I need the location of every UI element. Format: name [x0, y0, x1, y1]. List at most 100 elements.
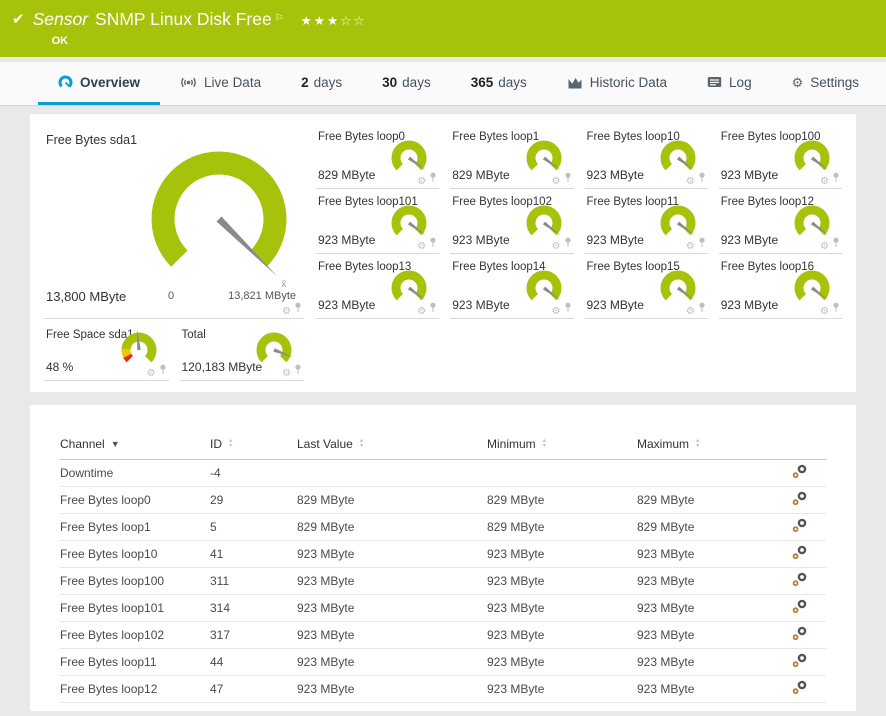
pin-icon[interactable] [159, 363, 167, 379]
tab-365-days[interactable]: 365 days [451, 62, 547, 105]
pin-icon[interactable] [698, 301, 706, 317]
tab-label: days [314, 75, 343, 90]
pin-icon[interactable] [429, 171, 437, 187]
gauge-tile: Free Bytes loop11 923 MByte ⚙ [585, 192, 708, 254]
priority-flag-icon[interactable]: ⚐ [275, 13, 284, 24]
channel-settings-icon[interactable] [792, 653, 808, 671]
pin-icon[interactable] [832, 236, 840, 252]
log-icon [707, 76, 722, 88]
gear-icon[interactable]: ⚙ [686, 242, 695, 252]
gauge-title: Free Bytes sda1 [46, 133, 137, 147]
cell-last-value: 923 MByte [297, 621, 487, 648]
pin-icon[interactable] [429, 301, 437, 317]
object-kind-label: Sensor [33, 9, 88, 29]
gauge-value: 923 MByte [587, 298, 644, 312]
gauge-title: Total [182, 329, 206, 341]
pin-icon[interactable] [832, 171, 840, 187]
gear-icon[interactable]: ⚙ [686, 177, 695, 187]
table-row: Free Bytes loop100 311 923 MByte 923 MBy… [60, 567, 826, 594]
gear-icon[interactable]: ⚙ [820, 307, 829, 317]
table-row: Free Bytes loop1 5 829 MByte 829 MByte 8… [60, 513, 826, 540]
column-header-maximum[interactable]: Maximum▲▼ [637, 429, 780, 459]
cell-last-value: 829 MByte [297, 486, 487, 513]
cell-last-value: 923 MByte [297, 540, 487, 567]
table-row: Free Bytes loop102 317 923 MByte 923 MBy… [60, 621, 826, 648]
tab-label: days [402, 75, 431, 90]
cell-minimum: 829 MByte [487, 486, 637, 513]
tab-overview[interactable]: Overview [38, 62, 160, 105]
gear-icon[interactable]: ⚙ [686, 307, 695, 317]
tab-live-data[interactable]: Live Data [160, 62, 281, 105]
tab-label: Historic Data [590, 75, 667, 90]
gauge-tile: Free Bytes loop0 829 MByte ⚙ [316, 127, 439, 189]
gear-icon[interactable]: ⚙ [552, 177, 561, 187]
sort-icons: ▲▼ [695, 439, 700, 449]
tab-label: days [498, 75, 527, 90]
pin-icon[interactable] [564, 236, 572, 252]
channel-settings-icon[interactable] [792, 545, 808, 563]
priority-stars[interactable]: ★★★☆☆ [301, 14, 367, 28]
gear-icon[interactable]: ⚙ [820, 242, 829, 252]
tab-label: Settings [810, 75, 859, 90]
stars-empty: ☆☆ [340, 14, 366, 28]
pin-icon[interactable] [564, 301, 572, 317]
cell-channel: Free Bytes loop100 [60, 567, 210, 594]
channel-settings-icon[interactable] [792, 491, 808, 509]
pin-icon[interactable] [294, 301, 302, 317]
gear-icon[interactable]: ⚙ [417, 242, 426, 252]
gear-icon[interactable]: ⚙ [820, 177, 829, 187]
channel-settings-icon[interactable] [792, 572, 808, 590]
pin-icon[interactable] [698, 171, 706, 187]
gear-icon[interactable]: ⚙ [282, 307, 291, 317]
channel-settings-icon[interactable] [792, 680, 808, 698]
cell-id: 44 [210, 648, 297, 675]
column-label: Minimum [487, 437, 536, 451]
cell-minimum: 829 MByte [487, 513, 637, 540]
column-header-tools [780, 429, 826, 459]
cell-id: 29 [210, 486, 297, 513]
column-header-last-value[interactable]: Last Value▲▼ [297, 429, 487, 459]
tab-historic-data[interactable]: Historic Data [547, 62, 687, 105]
tab-2-days[interactable]: 2 days [281, 62, 362, 105]
channel-settings-icon[interactable] [792, 626, 808, 644]
column-label: Last Value [297, 437, 353, 451]
channel-settings-icon[interactable] [792, 599, 808, 617]
cell-last-value: 923 MByte [297, 594, 487, 621]
pin-icon[interactable] [294, 363, 302, 379]
column-header-minimum[interactable]: Minimum▲▼ [487, 429, 637, 459]
cell-maximum: 923 MByte [637, 540, 780, 567]
column-header-channel[interactable]: Channel▼ [60, 429, 210, 459]
tab-log[interactable]: Log [687, 62, 772, 105]
gauge-tile: Free Bytes loop12 923 MByte ⚙ [719, 192, 842, 254]
tab-number: 365 [471, 75, 494, 90]
pin-icon[interactable] [698, 236, 706, 252]
cell-maximum [637, 459, 780, 486]
live-icon [180, 76, 197, 89]
sort-desc-icon: ▼ [111, 439, 120, 449]
pin-icon[interactable] [429, 236, 437, 252]
gear-icon[interactable]: ⚙ [147, 369, 156, 379]
gauge-tile: Free Bytes loop101 923 MByte ⚙ [316, 192, 439, 254]
tab-number: 2 [301, 75, 309, 90]
gear-icon[interactable]: ⚙ [417, 307, 426, 317]
cell-channel: Free Bytes loop0 [60, 486, 210, 513]
tab-bar: Overview Live Data 2 days 30 days 365 da… [0, 62, 886, 106]
gear-icon[interactable]: ⚙ [282, 369, 291, 379]
pin-icon[interactable] [832, 301, 840, 317]
gear-icon[interactable]: ⚙ [417, 177, 426, 187]
gear-icon[interactable]: ⚙ [552, 242, 561, 252]
tab-settings[interactable]: ⚙ Settings [772, 62, 879, 105]
gear-icon[interactable]: ⚙ [552, 307, 561, 317]
column-header-id[interactable]: ID▲▼ [210, 429, 297, 459]
gauge-value: 829 MByte [452, 168, 509, 182]
main-gauge: x̄ [134, 141, 304, 293]
pin-icon[interactable] [564, 171, 572, 187]
cell-channel: Free Bytes loop10 [60, 540, 210, 567]
cell-maximum: 923 MByte [637, 621, 780, 648]
channel-settings-icon[interactable] [792, 464, 808, 482]
cell-maximum: 923 MByte [637, 648, 780, 675]
gauge-value: 829 MByte [318, 168, 375, 182]
cell-channel: Downtime [60, 459, 210, 486]
channel-settings-icon[interactable] [792, 518, 808, 536]
tab-30-days[interactable]: 30 days [362, 62, 451, 105]
